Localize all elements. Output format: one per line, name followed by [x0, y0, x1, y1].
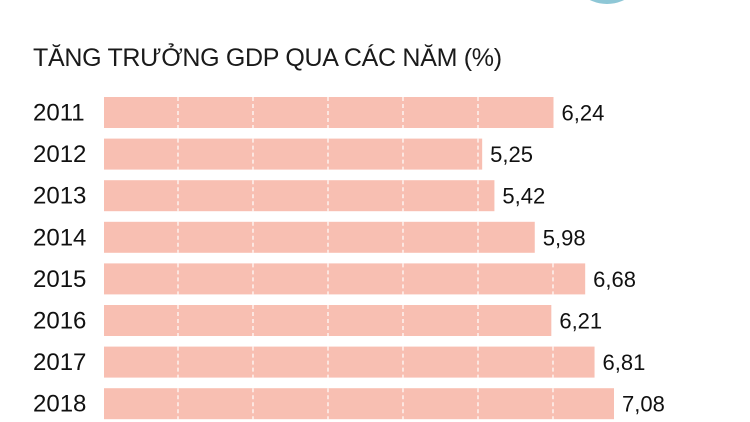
year-label-2012: 2012	[33, 141, 86, 168]
value-label-2014: 5,98	[543, 225, 586, 250]
value-label-2018: 7,08	[622, 392, 665, 417]
chart-title: TĂNG TRƯỞNG GDP QUA CÁC NĂM (%)	[33, 44, 502, 72]
value-label-2015: 6,68	[593, 267, 636, 292]
year-label-2018: 2018	[33, 391, 86, 418]
bar-2018	[104, 388, 614, 420]
bar-2014	[104, 221, 535, 253]
value-label-2017: 6,81	[603, 350, 646, 375]
year-label-2016: 2016	[33, 308, 86, 335]
year-label-2015: 2015	[33, 266, 86, 293]
year-label-2014: 2014	[33, 224, 86, 251]
value-label-2011: 6,24	[561, 101, 604, 126]
bar-2017	[104, 346, 595, 378]
bar-2013	[104, 180, 495, 212]
year-label-2011: 2011	[33, 100, 85, 127]
decorative-arc	[568, 0, 646, 4]
bar-2015	[104, 263, 586, 295]
value-label-2013: 5,42	[502, 184, 545, 209]
year-label-2017: 2017	[33, 349, 86, 376]
value-label-2016: 6,21	[559, 309, 602, 334]
bar-2011	[104, 97, 554, 128]
bar-2012	[104, 138, 483, 170]
year-label-2013: 2013	[33, 183, 86, 210]
value-label-2012: 5,25	[490, 142, 533, 167]
